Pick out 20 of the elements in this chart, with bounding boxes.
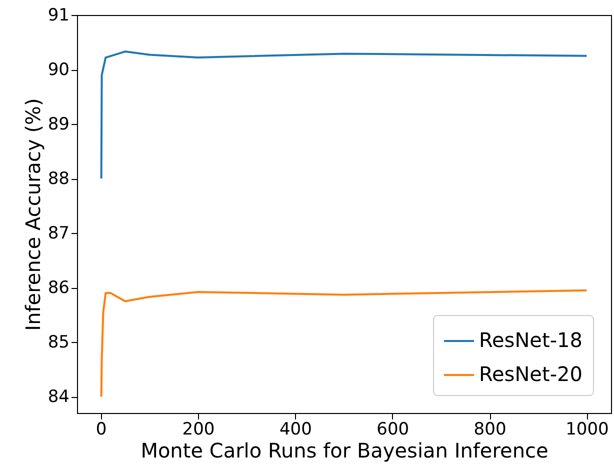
x-tick-label: 1000	[566, 420, 609, 440]
line-series	[100, 289, 588, 398]
x-axis-title: Monte Carlo Runs for Bayesian Inference	[140, 438, 548, 462]
y-tick-label: 87	[48, 224, 70, 244]
x-tick-label: 800	[474, 420, 506, 440]
y-tick-label: 89	[48, 114, 70, 135]
legend-label: ResNet-20	[479, 362, 582, 386]
y-tick-label: 91	[48, 6, 70, 26]
y-tick-label: 88	[48, 169, 70, 190]
y-tick-label: 86	[48, 278, 70, 298]
x-tick-label: 600	[376, 420, 410, 440]
x-tick-label: 400	[279, 420, 312, 440]
legend-label: ResNet-18	[479, 328, 582, 352]
line-series	[100, 50, 588, 180]
x-tick-label: 0	[96, 420, 107, 440]
y-tick-label: 85	[48, 332, 70, 353]
y-tick-label: 90	[48, 60, 70, 80]
y-tick-label: 84	[48, 387, 70, 408]
y-axis-title: Inference Accuracy (%)	[20, 98, 45, 331]
x-tick-label: 200	[182, 420, 215, 440]
